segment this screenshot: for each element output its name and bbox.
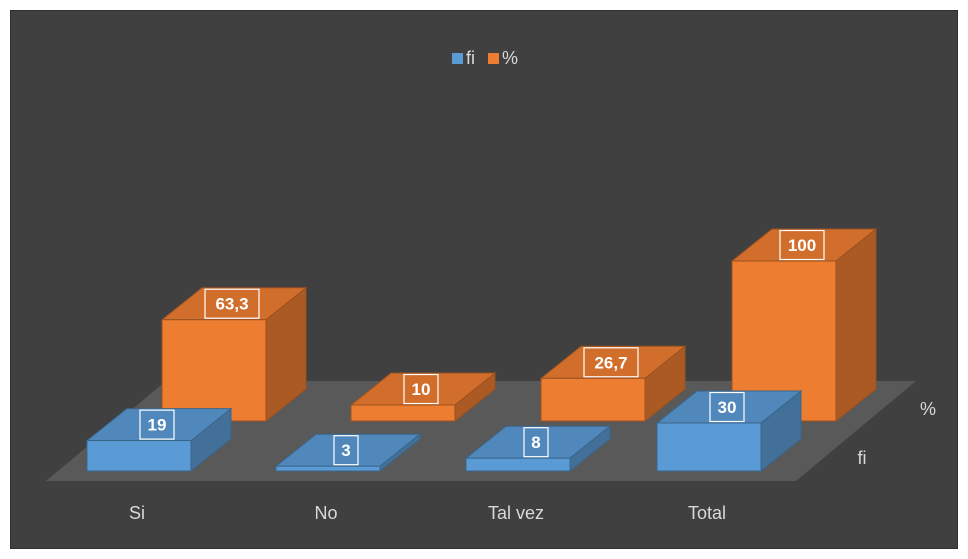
- data-label-text: 26,7: [594, 353, 627, 372]
- data-label-text: 19: [148, 416, 167, 435]
- data-label-box: [403, 373, 439, 405]
- bar-percent-2: [539, 345, 687, 423]
- x-tick-label-0: Si: [129, 503, 145, 523]
- bar-front: [540, 377, 646, 422]
- chart-plot: 63,3 10 26,7 100 19 3 8 30 Si No Tal vez Total fi%: [46, 227, 936, 523]
- depth-axis-label-1: %: [920, 399, 936, 419]
- data-label-fi-1: 3: [333, 435, 359, 466]
- data-label-percent-2: 26,7: [583, 347, 639, 378]
- bar-front: [86, 440, 192, 472]
- bar-percent-1: [349, 371, 497, 423]
- bar-fi-1: [274, 433, 422, 473]
- data-label-percent-0: 63,3: [204, 288, 260, 319]
- legend-item-percent: %: [488, 48, 518, 69]
- data-label-box: [583, 347, 639, 378]
- chart-area: fi % 63,3 10 26,7 100 19 3 8 30 Si No Tal vez Total…: [10, 10, 958, 549]
- x-tick-label-3: Total: [688, 503, 726, 523]
- bar-front: [656, 422, 762, 472]
- legend: fi %: [11, 48, 959, 69]
- data-label-text: 3: [341, 441, 350, 460]
- data-label-box: [523, 427, 549, 458]
- bar-side: [835, 227, 877, 423]
- bar-front: [161, 319, 267, 422]
- data-label-text: 30: [718, 398, 737, 417]
- data-label-box: [333, 435, 359, 466]
- data-label-text: 10: [412, 380, 431, 399]
- data-label-text: 63,3: [215, 295, 248, 314]
- legend-item-fi: fi: [451, 48, 475, 69]
- data-label-box: [204, 288, 260, 319]
- x-tick-label-1: No: [314, 503, 337, 523]
- data-label-box: [779, 229, 825, 261]
- bar-fi-3: [655, 389, 803, 473]
- bar-front: [350, 404, 456, 422]
- data-label-box: [139, 409, 175, 440]
- bar-front: [465, 457, 571, 472]
- data-label-box: [709, 391, 745, 423]
- data-label-fi-3: 30: [709, 391, 745, 423]
- bar-fi-0: [85, 407, 233, 473]
- bar-front: [275, 465, 381, 472]
- depth-axis-label-0: fi: [858, 448, 867, 468]
- data-label-percent-3: 100: [779, 229, 825, 261]
- data-label-text: 8: [531, 433, 540, 452]
- x-tick-label-2: Tal vez: [488, 503, 544, 523]
- legend-swatch-fi: [451, 53, 463, 64]
- legend-swatch-percent: [488, 53, 499, 64]
- data-label-percent-1: 10: [403, 373, 439, 405]
- legend-label-fi: fi: [465, 48, 475, 68]
- data-label-fi-2: 8: [523, 427, 549, 458]
- data-label-fi-0: 19: [139, 409, 175, 440]
- data-label-text: 100: [788, 236, 816, 255]
- legend-label-percent: %: [502, 48, 519, 68]
- bar-fi-2: [464, 425, 612, 473]
